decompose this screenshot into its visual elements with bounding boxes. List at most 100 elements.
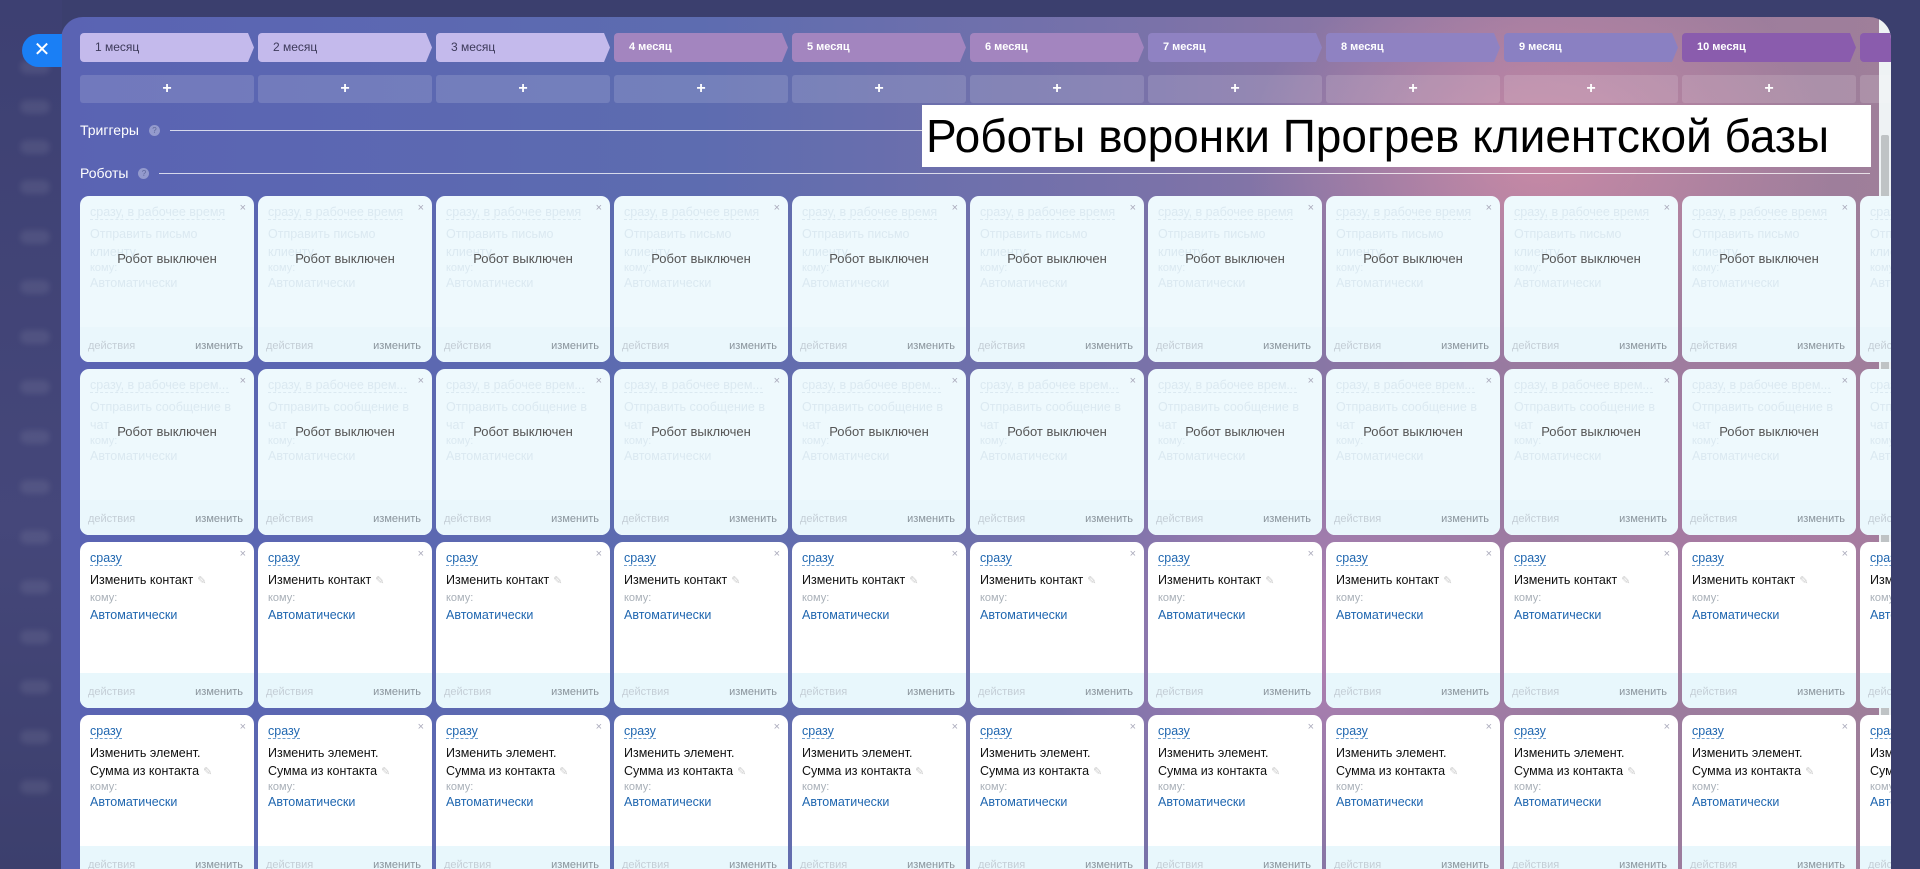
edit-robot-link[interactable]: изменить xyxy=(195,859,243,869)
edit-robot-link[interactable]: изменить xyxy=(1797,513,1845,525)
robot-trigger-link[interactable]: сразу, в рабочее врем... xyxy=(1158,378,1297,393)
robot-trigger-link[interactable]: сразу xyxy=(1158,724,1190,739)
robot-card[interactable]: сразу, в рабочее врем...×Отправить сообщ… xyxy=(1326,369,1500,535)
close-icon[interactable]: × xyxy=(951,721,958,733)
add-robot-button[interactable]: + xyxy=(1148,75,1322,103)
robot-card[interactable]: сразу×Изменить элемент. Сумма из контакт… xyxy=(614,715,788,869)
close-icon[interactable]: × xyxy=(1485,548,1492,560)
recipient-value[interactable]: Автоматически xyxy=(268,795,356,809)
recipient-value[interactable]: Автоматически xyxy=(980,795,1068,809)
recipient-value[interactable]: Автоматически xyxy=(446,449,534,463)
robot-card[interactable]: сразу, в рабочее время×Отправить письмо … xyxy=(1326,196,1500,362)
close-icon[interactable]: × xyxy=(1307,721,1314,733)
robot-card[interactable]: сразу×Изменить элемент. Сумма из контакт… xyxy=(80,715,254,869)
robot-trigger-link[interactable]: сразу, в рабочее врем... xyxy=(802,378,941,393)
robot-card[interactable]: сразу×Изменить элемент. Сумма из контакт… xyxy=(258,715,432,869)
close-icon[interactable]: × xyxy=(239,202,246,214)
edit-robot-link[interactable]: изменить xyxy=(1085,513,1133,525)
close-icon[interactable]: × xyxy=(951,202,958,214)
robot-card[interactable]: сразу, в рабочее врем...×Отправить сообщ… xyxy=(614,369,788,535)
edit-robot-link[interactable]: изменить xyxy=(551,340,599,352)
recipient-value[interactable]: Автоматически xyxy=(446,795,534,809)
recipient-value[interactable]: Автоматически xyxy=(446,608,534,622)
help-icon[interactable]: ? xyxy=(138,167,150,179)
pencil-icon[interactable]: ✎ xyxy=(1093,766,1103,778)
recipient-value[interactable]: Автоматически xyxy=(1870,795,1891,809)
stage-2[interactable]: 2 месяц xyxy=(258,33,432,62)
recipient-value[interactable]: Автоматически xyxy=(1514,449,1602,463)
robot-trigger-link[interactable]: сразу, в рабочее время xyxy=(90,205,226,220)
recipient-value[interactable]: Автоматически xyxy=(268,449,356,463)
robot-card[interactable]: сразу, в рабочее время×Отправить письмо … xyxy=(258,196,432,362)
pencil-icon[interactable]: ✎ xyxy=(915,766,925,778)
stage-5[interactable]: 5 месяц xyxy=(792,33,966,62)
pencil-icon[interactable]: ✎ xyxy=(553,575,563,587)
recipient-value[interactable]: Автоматически xyxy=(1870,276,1891,290)
close-icon[interactable]: × xyxy=(1485,202,1492,214)
robot-card[interactable]: сразу, в рабочее врем...×Отправить сообщ… xyxy=(436,369,610,535)
stage-11[interactable] xyxy=(1860,33,1891,62)
edit-robot-link[interactable]: изменить xyxy=(1441,513,1489,525)
add-robot-button[interactable]: + xyxy=(80,75,254,103)
robot-trigger-link[interactable]: сразу, в рабочее время xyxy=(980,205,1116,220)
pencil-icon[interactable]: ✎ xyxy=(737,766,747,778)
recipient-value[interactable]: Автоматически xyxy=(90,449,178,463)
edit-robot-link[interactable]: изменить xyxy=(1797,686,1845,698)
pencil-icon[interactable]: ✎ xyxy=(909,575,919,587)
robot-trigger-link[interactable]: сразу xyxy=(1870,551,1891,566)
edit-robot-link[interactable]: изменить xyxy=(551,513,599,525)
close-icon[interactable]: × xyxy=(1663,548,1670,560)
robot-card[interactable]: сразу×Изменить контакт✎кому:Автоматическ… xyxy=(1860,542,1891,708)
robot-card[interactable]: сразу×Изменить контакт✎кому:Автоматическ… xyxy=(1682,542,1856,708)
recipient-value[interactable]: Автоматически xyxy=(446,276,534,290)
edit-robot-link[interactable]: изменить xyxy=(373,859,421,869)
robot-trigger-link[interactable]: сразу xyxy=(446,724,478,739)
close-icon[interactable]: × xyxy=(951,375,958,387)
stage-7[interactable]: 7 месяц xyxy=(1148,33,1322,62)
edit-robot-link[interactable]: изменить xyxy=(1085,686,1133,698)
close-icon[interactable]: × xyxy=(595,548,602,560)
close-icon[interactable]: × xyxy=(1485,721,1492,733)
robot-trigger-link[interactable]: сразу xyxy=(624,724,656,739)
pencil-icon[interactable]: ✎ xyxy=(1805,766,1815,778)
robot-trigger-link[interactable]: сразу xyxy=(1514,551,1546,566)
robot-card[interactable]: сразу, в рабочее врем...×Отправить сообщ… xyxy=(792,369,966,535)
recipient-value[interactable]: Автоматически xyxy=(1692,449,1780,463)
close-icon[interactable]: × xyxy=(417,721,424,733)
robot-trigger-link[interactable]: сразу, в рабочее врем... xyxy=(268,378,407,393)
stage-1[interactable]: 1 месяц xyxy=(80,33,254,62)
robot-card[interactable]: сразу×Изменить контакт✎кому:Автоматическ… xyxy=(792,542,966,708)
close-icon[interactable]: × xyxy=(1485,375,1492,387)
robot-card[interactable]: сразу×Изменить контакт✎кому:Автоматическ… xyxy=(1148,542,1322,708)
robot-trigger-link[interactable]: сразу xyxy=(90,551,122,566)
close-icon[interactable]: × xyxy=(239,548,246,560)
robot-trigger-link[interactable]: сразу, в рабочее врем... xyxy=(1692,378,1831,393)
pencil-icon[interactable]: ✎ xyxy=(559,766,569,778)
robot-trigger-link[interactable]: сразу xyxy=(90,724,122,739)
recipient-value[interactable]: Автоматически xyxy=(624,276,712,290)
close-icon[interactable]: × xyxy=(773,375,780,387)
robot-trigger-link[interactable]: сразу xyxy=(1870,724,1891,739)
robot-trigger-link[interactable]: сразу, в рабочее время xyxy=(802,205,938,220)
robot-card[interactable]: сразу, в рабочее врем...×Отправить сообщ… xyxy=(1682,369,1856,535)
robot-card[interactable]: сразу×Изменить контакт✎кому:Автоматическ… xyxy=(436,542,610,708)
add-robot-button[interactable]: + xyxy=(1504,75,1678,103)
robot-card[interactable]: сразу, в рабочее время×Отправить письмо … xyxy=(1860,196,1891,362)
robot-card[interactable]: сразу, в рабочее врем...×Отправить сообщ… xyxy=(258,369,432,535)
recipient-value[interactable]: Автоматически xyxy=(624,795,712,809)
recipient-value[interactable]: Автоматически xyxy=(1514,608,1602,622)
robot-trigger-link[interactable]: сразу, в рабочее время xyxy=(1336,205,1472,220)
robot-trigger-link[interactable]: сразу xyxy=(1692,551,1724,566)
edit-robot-link[interactable]: изменить xyxy=(1441,859,1489,869)
robot-card[interactable]: сразу, в рабочее врем...×Отправить сообщ… xyxy=(1860,369,1891,535)
edit-robot-link[interactable]: изменить xyxy=(907,340,955,352)
robot-card[interactable]: сразу×Изменить элемент. Сумма из контакт… xyxy=(1860,715,1891,869)
robot-trigger-link[interactable]: сразу, в рабочее время xyxy=(1692,205,1828,220)
close-icon[interactable]: × xyxy=(951,548,958,560)
recipient-value[interactable]: Автоматически xyxy=(90,608,178,622)
pencil-icon[interactable]: ✎ xyxy=(1271,766,1281,778)
close-icon[interactable]: × xyxy=(417,202,424,214)
robot-card[interactable]: сразу×Изменить контакт✎кому:Автоматическ… xyxy=(258,542,432,708)
robot-trigger-link[interactable]: сразу xyxy=(802,724,834,739)
edit-robot-link[interactable]: изменить xyxy=(729,340,777,352)
